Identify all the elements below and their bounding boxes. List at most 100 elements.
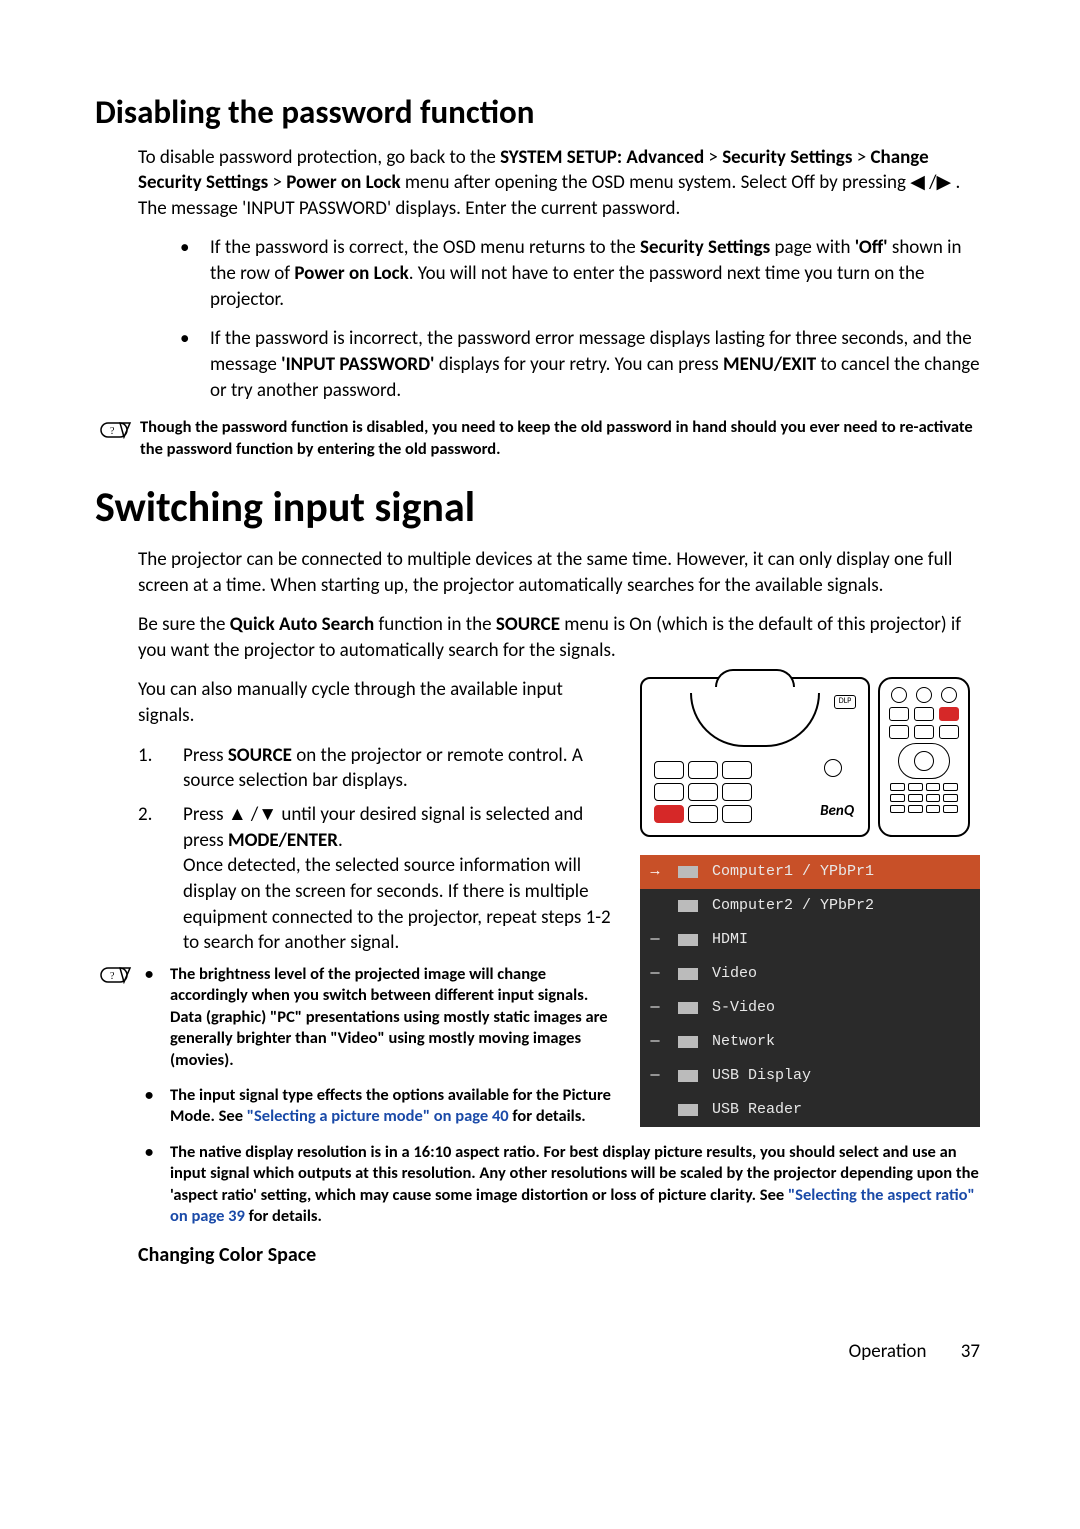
source-label: S-Video <box>706 998 980 1018</box>
source-label: USB Display <box>706 1066 980 1086</box>
spacer: — <box>640 998 670 1018</box>
remote-tiny <box>926 783 941 791</box>
source-item: — USB Display <box>640 1059 980 1093</box>
remote-tiny <box>890 794 905 802</box>
source-icon <box>670 1002 706 1014</box>
source-label: USB Reader <box>706 1100 980 1120</box>
text: > <box>268 171 286 194</box>
remote-button <box>914 725 934 739</box>
note-bullet: The native display resolution is in a 16… <box>140 1142 980 1228</box>
remote-button <box>891 687 907 703</box>
spacer: — <box>640 1032 670 1052</box>
source-label: Video <box>706 964 980 984</box>
proj-button <box>688 783 718 801</box>
note-icon: ? <box>100 964 134 992</box>
proj-source-button <box>654 805 684 823</box>
wide-note-list: The native display resolution is in a 16… <box>140 1142 980 1228</box>
source-item: USB Reader <box>640 1093 980 1127</box>
proj-button <box>654 783 684 801</box>
text: If the password is correct, the OSD menu… <box>210 236 640 259</box>
footer-page-number: 37 <box>961 1340 980 1363</box>
text-bold: 'Off' <box>855 236 888 259</box>
source-label: Computer1 / YPbPr1 <box>706 862 980 882</box>
para-disable-intro: To disable password protection, go back … <box>138 145 980 222</box>
source-icon <box>670 934 706 946</box>
page-footer: Operation 37 <box>95 1339 980 1365</box>
source-item: — Video <box>640 957 980 991</box>
para-switch-2: Be sure the Quick Auto Search function i… <box>138 612 980 663</box>
text-bold: Power on Lock <box>294 262 408 285</box>
note-block: ? Though the password function is disabl… <box>100 417 980 460</box>
text: / <box>247 803 259 826</box>
para-switch-1: The projector can be connected to multip… <box>138 547 980 598</box>
source-icon <box>670 1036 706 1048</box>
source-icon <box>670 1104 706 1116</box>
spacer: — <box>640 964 670 984</box>
remote-tiny <box>890 805 905 813</box>
ordered-list: 1. Press SOURCE on the projector or remo… <box>138 743 622 956</box>
devices-diagram: DLP BenQ <box>640 677 980 837</box>
up-arrow-icon: ▲ <box>228 804 247 825</box>
source-item: — Network <box>640 1025 980 1059</box>
right-column: DLP BenQ <box>640 677 980 1127</box>
source-item-selected: → Computer1 / YPbPr1 <box>640 855 980 889</box>
source-label: Computer2 / YPbPr2 <box>706 896 980 916</box>
remote-row <box>886 687 962 703</box>
remote-tiny <box>943 783 958 791</box>
proj-button <box>722 783 752 801</box>
left-column: You can also manually cycle through the … <box>95 677 622 1141</box>
list-number: 1. <box>138 743 183 794</box>
heading-disabling: Disabling the password function <box>95 90 980 135</box>
source-item: — S-Video <box>640 991 980 1025</box>
text-bold: 'INPUT PASSWORD' <box>281 353 434 376</box>
text: function in the <box>374 613 496 636</box>
text: page with <box>770 236 855 259</box>
spacer: — <box>640 1066 670 1086</box>
projector-buttons <box>654 761 752 823</box>
svg-text:?: ? <box>110 426 115 437</box>
proj-button <box>688 805 718 823</box>
list-item: 1. Press SOURCE on the projector or remo… <box>138 743 622 794</box>
source-item: — HDMI <box>640 923 980 957</box>
bullet-item: If the password is incorrect, the passwo… <box>170 326 980 403</box>
remote-diagram <box>878 677 970 837</box>
remote-button <box>889 707 909 721</box>
heading-switching: Switching input signal <box>95 480 980 537</box>
remote-tiny <box>908 783 923 791</box>
remote-tiny <box>890 783 905 791</box>
remote-tiny <box>926 805 941 813</box>
para-switch-3: You can also manually cycle through the … <box>138 677 622 728</box>
check-icon: → <box>640 862 670 882</box>
remote-row <box>886 707 962 721</box>
projector-lens <box>715 669 795 687</box>
remote-button <box>914 707 934 721</box>
remote-tiny-buttons <box>886 783 962 813</box>
dlp-badge: DLP <box>834 695 856 709</box>
text-bold: Power on Lock <box>286 171 400 194</box>
link-picture-mode[interactable]: "Selecting a picture mode" on page 40 <box>247 1106 509 1126</box>
text: displays for your retry. You can press <box>434 353 723 376</box>
source-label: Network <box>706 1032 980 1052</box>
spacer: — <box>640 930 670 950</box>
projector-dial <box>690 693 820 747</box>
power-button-icon <box>824 759 842 777</box>
projector-diagram: DLP BenQ <box>640 677 870 837</box>
source-menu: → Computer1 / YPbPr1 Computer2 / YPbPr2 … <box>640 855 980 1127</box>
text-bold: Security Settings <box>722 146 852 169</box>
source-label: HDMI <box>706 930 980 950</box>
remote-button <box>939 725 959 739</box>
text: To disable password protection, go back … <box>138 146 500 169</box>
remote-button <box>889 725 909 739</box>
text: for details. <box>245 1206 322 1226</box>
note-bullet: The input signal type effects the option… <box>140 1085 622 1128</box>
remote-tiny <box>908 805 923 813</box>
text-bold: MODE/ENTER <box>228 829 338 852</box>
source-icon <box>670 1070 706 1082</box>
down-arrow-icon: ▼ <box>258 804 277 825</box>
text-bold: SYSTEM SETUP: Advanced <box>500 146 704 169</box>
remote-tiny <box>926 794 941 802</box>
source-icon <box>670 900 706 912</box>
remote-button <box>941 687 957 703</box>
text: / <box>925 171 937 194</box>
brand-label: BenQ <box>820 801 854 821</box>
